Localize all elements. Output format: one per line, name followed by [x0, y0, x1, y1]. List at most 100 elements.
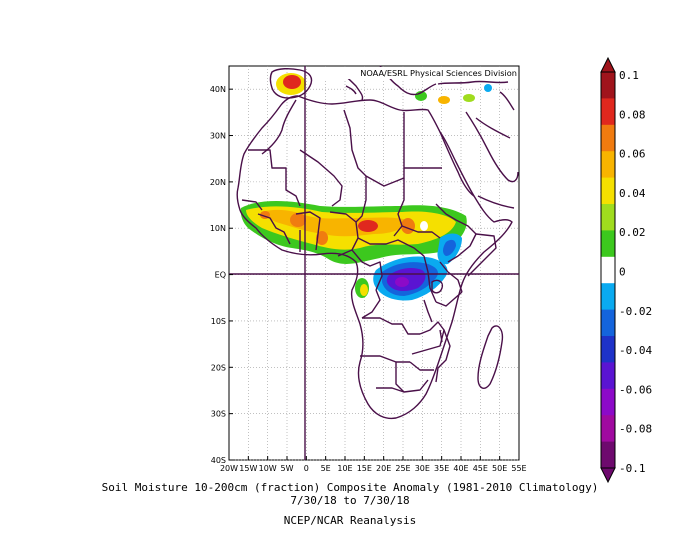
caption-title: Soil Moisture 10-200cm (fraction) Compos… — [101, 481, 599, 494]
border-congo — [361, 289, 381, 319]
lon-tick-label: 5E — [321, 464, 331, 473]
anomaly-levant — [438, 96, 450, 104]
colorbar-swatch — [601, 415, 615, 443]
border-angola-namibia — [360, 355, 410, 363]
border-tanzania — [435, 291, 463, 307]
border-guinea — [257, 213, 291, 245]
border-zimbabwe — [409, 361, 434, 371]
lon-tick-label: 5W — [281, 464, 294, 473]
lat-tick-label: 40S — [211, 456, 226, 465]
colorbar-label: 0.08 — [619, 108, 646, 121]
colorbar-label: -0.06 — [619, 383, 652, 396]
colorbar-swatch — [601, 230, 615, 258]
lon-tick-label: 45E — [473, 464, 488, 473]
lat-tick-label: 30N — [210, 132, 226, 141]
lon-tick-label: 10E — [337, 464, 352, 473]
lake-tanganyika — [423, 299, 433, 323]
lon-tick-label: 30E — [415, 464, 430, 473]
caption-source: NCEP/NCAR Reanalysis — [283, 514, 417, 527]
colorbar-label: -0.08 — [619, 423, 652, 436]
lon-tick-label: 20W — [220, 464, 238, 473]
map-panel: NOAA/ESRL Physical Sciences Division 40N… — [210, 65, 527, 473]
lon-tick-label: 35E — [434, 464, 449, 473]
lat-tick-label: 10S — [211, 317, 226, 326]
border-drc-angola — [362, 317, 420, 335]
border-algeria-libya — [343, 109, 367, 177]
colorbar-swatch — [601, 309, 615, 337]
colorbar-top-arrow — [600, 56, 616, 73]
border-libya-chad — [365, 168, 405, 187]
colorbar-swatch — [601, 124, 615, 152]
colorbar: 0.1 0.08 0.06 0.04 0.02 0 -0.02 -0.04 -0.06 -0.08… — [600, 56, 652, 484]
colorbar-swatch — [601, 177, 615, 205]
africa-coastline — [236, 95, 513, 420]
border-senegal — [241, 199, 263, 211]
border-kenya — [439, 261, 463, 293]
colorbar-swatch — [601, 204, 615, 231]
border-south-sudan — [401, 225, 441, 239]
colorbar-swatch — [601, 98, 615, 126]
latitude-tick-labels: 40N 30N 20N 10N EQ 10S 20S 30S 40S — [210, 85, 233, 465]
colorbar-label: 0.02 — [619, 226, 646, 239]
lon-tick-label: 55E — [511, 464, 526, 473]
colorbar-swatch — [601, 283, 615, 311]
credit-box — [318, 67, 518, 79]
border-ethiopia — [435, 203, 477, 263]
lat-tick-label: 20S — [211, 363, 226, 372]
lat-tick-label: 20N — [210, 178, 226, 187]
colorbar-bottom-arrow — [600, 467, 616, 484]
colorbar-label: -0.02 — [619, 305, 652, 318]
border-nigeria — [329, 211, 359, 257]
arabia-coastline — [465, 111, 519, 183]
colorbar-swatch — [601, 336, 615, 363]
colorbar-swatch — [601, 72, 615, 99]
anomaly-cameroon-core — [360, 284, 368, 296]
lake-victoria — [431, 279, 444, 294]
sahel-white-pocket — [420, 221, 428, 231]
border-south-africa — [376, 387, 405, 393]
sahel-core-orange-2 — [290, 213, 306, 227]
colorbar-swatch — [601, 362, 615, 390]
anomaly-nw-africa-core — [283, 75, 301, 89]
anomaly-levant-2 — [463, 94, 475, 102]
lat-tick-label: 40N — [210, 85, 226, 94]
congo-negative-center — [395, 277, 409, 287]
border-cameroon-gabon — [351, 249, 383, 291]
map-frame — [228, 65, 520, 461]
lon-tick-label: 15W — [239, 464, 257, 473]
colorbar-label: 0.06 — [619, 148, 646, 161]
colorbar-swatch — [601, 441, 615, 469]
country-borders — [236, 65, 519, 420]
border-mali-niger — [299, 149, 343, 207]
lat-tick-label: 10N — [210, 224, 226, 233]
lon-tick-label: 15E — [357, 464, 372, 473]
colorbar-swatch — [601, 151, 615, 179]
caption-dates: 7/30/18 to 7/30/18 — [290, 494, 410, 507]
border-car — [357, 237, 425, 257]
lon-tick-label: 25E — [395, 464, 410, 473]
border-mauritania — [248, 149, 301, 207]
anomaly-shading — [240, 73, 492, 301]
madagascar-coastline — [477, 325, 504, 389]
border-chad-sudan — [393, 178, 405, 237]
border-niger-chad — [355, 176, 367, 223]
lon-tick-label: 20E — [376, 464, 391, 473]
lat-tick-label: 30S — [211, 410, 226, 419]
turkey-coastline — [437, 80, 515, 111]
sahel-core-orange-4 — [316, 231, 328, 245]
longitude-tick-labels: 20W 15W 10W 5W 0 5E 10E 15E 20E 25E 30E 35E 40E 45E 50… — [220, 456, 527, 473]
lon-tick-label: 0 — [304, 464, 309, 473]
credit-text: NOAA/ESRL Physical Sciences Division — [360, 68, 517, 78]
lon-tick-label: 50E — [492, 464, 507, 473]
colorbar-label: -0.04 — [619, 344, 652, 357]
colorbar-swatch — [601, 256, 615, 284]
red-sea-coast — [439, 131, 475, 197]
colorbar-label: -0.1 — [619, 462, 646, 475]
colorbar-label: 0.1 — [619, 69, 639, 82]
lat-tick-label: EQ — [215, 271, 226, 280]
anomaly-turkey-neg — [484, 84, 492, 92]
sahel-core-red-1 — [358, 220, 378, 232]
colorbar-swatch — [601, 388, 615, 416]
colorbar-label: 0 — [619, 266, 626, 279]
